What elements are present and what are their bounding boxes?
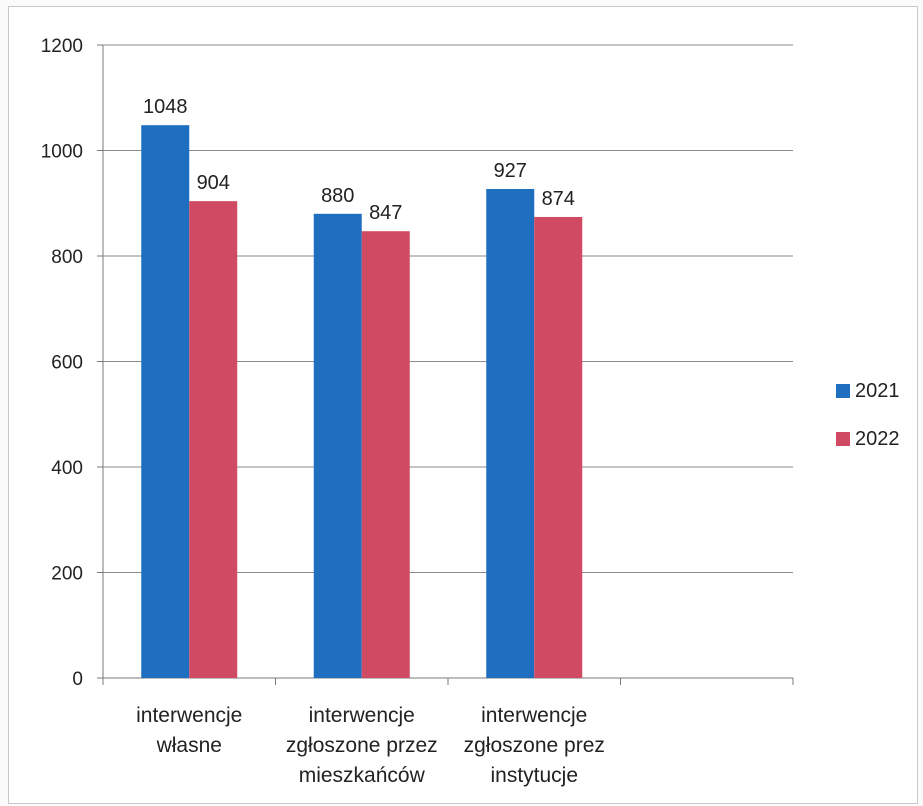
bar bbox=[361, 231, 410, 678]
y-tick-label: 400 bbox=[51, 458, 83, 479]
bar bbox=[313, 213, 362, 679]
category-label: mieszkańców bbox=[299, 764, 426, 787]
category-label: interwencje bbox=[481, 704, 587, 727]
data-label: 847 bbox=[369, 202, 402, 224]
data-label: 880 bbox=[321, 185, 354, 207]
y-tick-label: 1000 bbox=[41, 142, 83, 163]
category-label: interwencje bbox=[309, 704, 415, 727]
bar bbox=[534, 216, 583, 678]
category-label: zgłoszone przez bbox=[286, 734, 438, 757]
data-label: 1048 bbox=[143, 96, 188, 118]
bar bbox=[141, 125, 190, 679]
category-label: zgłoszone prez bbox=[464, 734, 605, 757]
category-label: interwencje bbox=[136, 704, 242, 727]
data-label: 927 bbox=[494, 160, 527, 182]
legend-label: 2021 bbox=[855, 380, 900, 402]
category-label: instytucje bbox=[490, 764, 578, 787]
y-tick-label: 0 bbox=[72, 669, 83, 690]
y-tick-label: 200 bbox=[51, 564, 83, 585]
y-tick-label: 800 bbox=[51, 247, 83, 268]
y-tick-label: 1200 bbox=[41, 36, 83, 57]
legend-swatch bbox=[836, 432, 850, 446]
legend-label: 2022 bbox=[855, 428, 900, 450]
data-label: 904 bbox=[197, 172, 230, 194]
bar bbox=[189, 201, 238, 678]
bar bbox=[486, 189, 535, 678]
legend-swatch bbox=[836, 384, 850, 398]
data-label: 874 bbox=[542, 188, 575, 210]
y-tick-label: 600 bbox=[51, 353, 83, 374]
category-label: własne bbox=[156, 734, 222, 757]
